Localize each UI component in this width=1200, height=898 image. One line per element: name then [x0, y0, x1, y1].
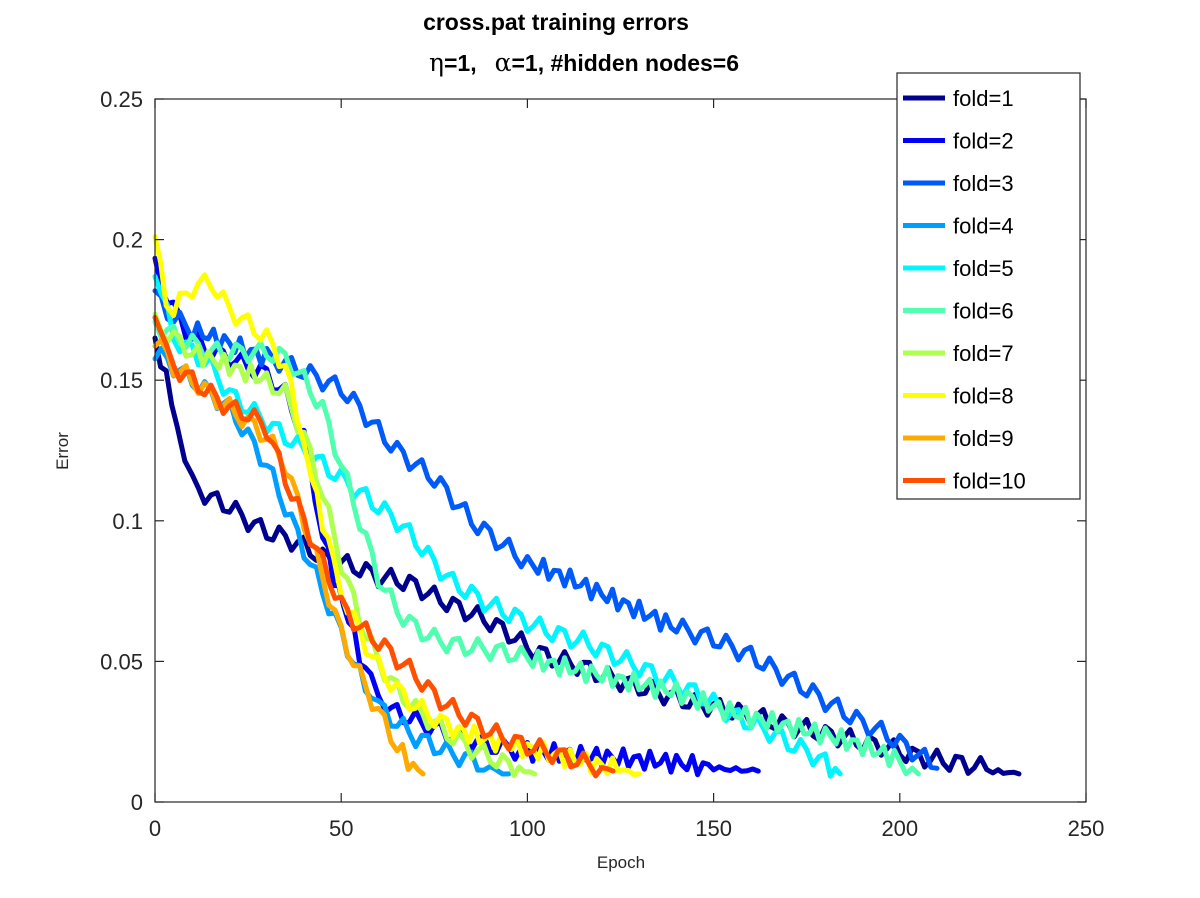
series-line-5 — [152, 273, 843, 779]
series-line-7 — [152, 311, 538, 779]
legend-label-8: fold=8 — [953, 384, 1014, 409]
legend-label-3: fold=3 — [953, 171, 1014, 196]
y-tick-label-3: 0.15 — [100, 368, 143, 393]
series-line-8 — [152, 234, 642, 777]
legend-label-5: fold=5 — [953, 256, 1014, 281]
chart-title: cross.pat training errors — [423, 9, 689, 35]
y-tick-label-0: 0 — [131, 790, 143, 815]
axes-layer: 0 50 100 150 200 250 0 0.05 0.1 0.15 0.2 0.25 — [100, 87, 1104, 841]
series-layer — [152, 234, 1022, 779]
x-tick-label-5: 250 — [1068, 816, 1105, 841]
x-axis-label: Epoch — [597, 853, 645, 872]
y-tick-label-5: 0.25 — [100, 87, 143, 112]
plot-frame — [154, 98, 1087, 803]
legend-label-1: fold=1 — [953, 86, 1014, 111]
series-line-6 — [152, 319, 921, 777]
x-tick-label-1: 50 — [329, 816, 353, 841]
x-tick-label-4: 200 — [881, 816, 918, 841]
series-line-10 — [152, 314, 616, 779]
series-line-3 — [152, 288, 940, 771]
alpha-value: =1, #hidden nodes=6 — [511, 50, 739, 76]
eta-symbol: η — [429, 48, 444, 77]
legend-label-2: fold=2 — [953, 129, 1014, 154]
chart-subtitle: η=1, α=1, #hidden nodes=6 — [429, 48, 739, 77]
legend-label-9: fold=9 — [953, 426, 1014, 451]
series-line-9 — [152, 337, 426, 777]
x-tick-label-2: 100 — [509, 816, 546, 841]
x-tick-label-3: 150 — [695, 816, 732, 841]
legend: fold=1 fold=2 fold=3 fold=4 fold=5 fold=6 fold… — [896, 72, 1081, 500]
y-axis-label: Error — [53, 432, 72, 470]
legend-label-7: fold=7 — [953, 341, 1014, 366]
legend-label-6: fold=6 — [953, 299, 1014, 324]
alpha-symbol: α — [495, 48, 512, 77]
legend-label-4: fold=4 — [953, 214, 1014, 239]
legend-box — [896, 72, 1081, 500]
x-tick-label-0: 0 — [149, 816, 161, 841]
y-tick-label-1: 0.05 — [100, 649, 143, 674]
y-tick-label-4: 0.2 — [112, 228, 143, 253]
legend-label-10: fold=10 — [953, 469, 1026, 494]
y-tick-label-2: 0.1 — [112, 509, 143, 534]
eta-value: =1, — [444, 50, 477, 76]
